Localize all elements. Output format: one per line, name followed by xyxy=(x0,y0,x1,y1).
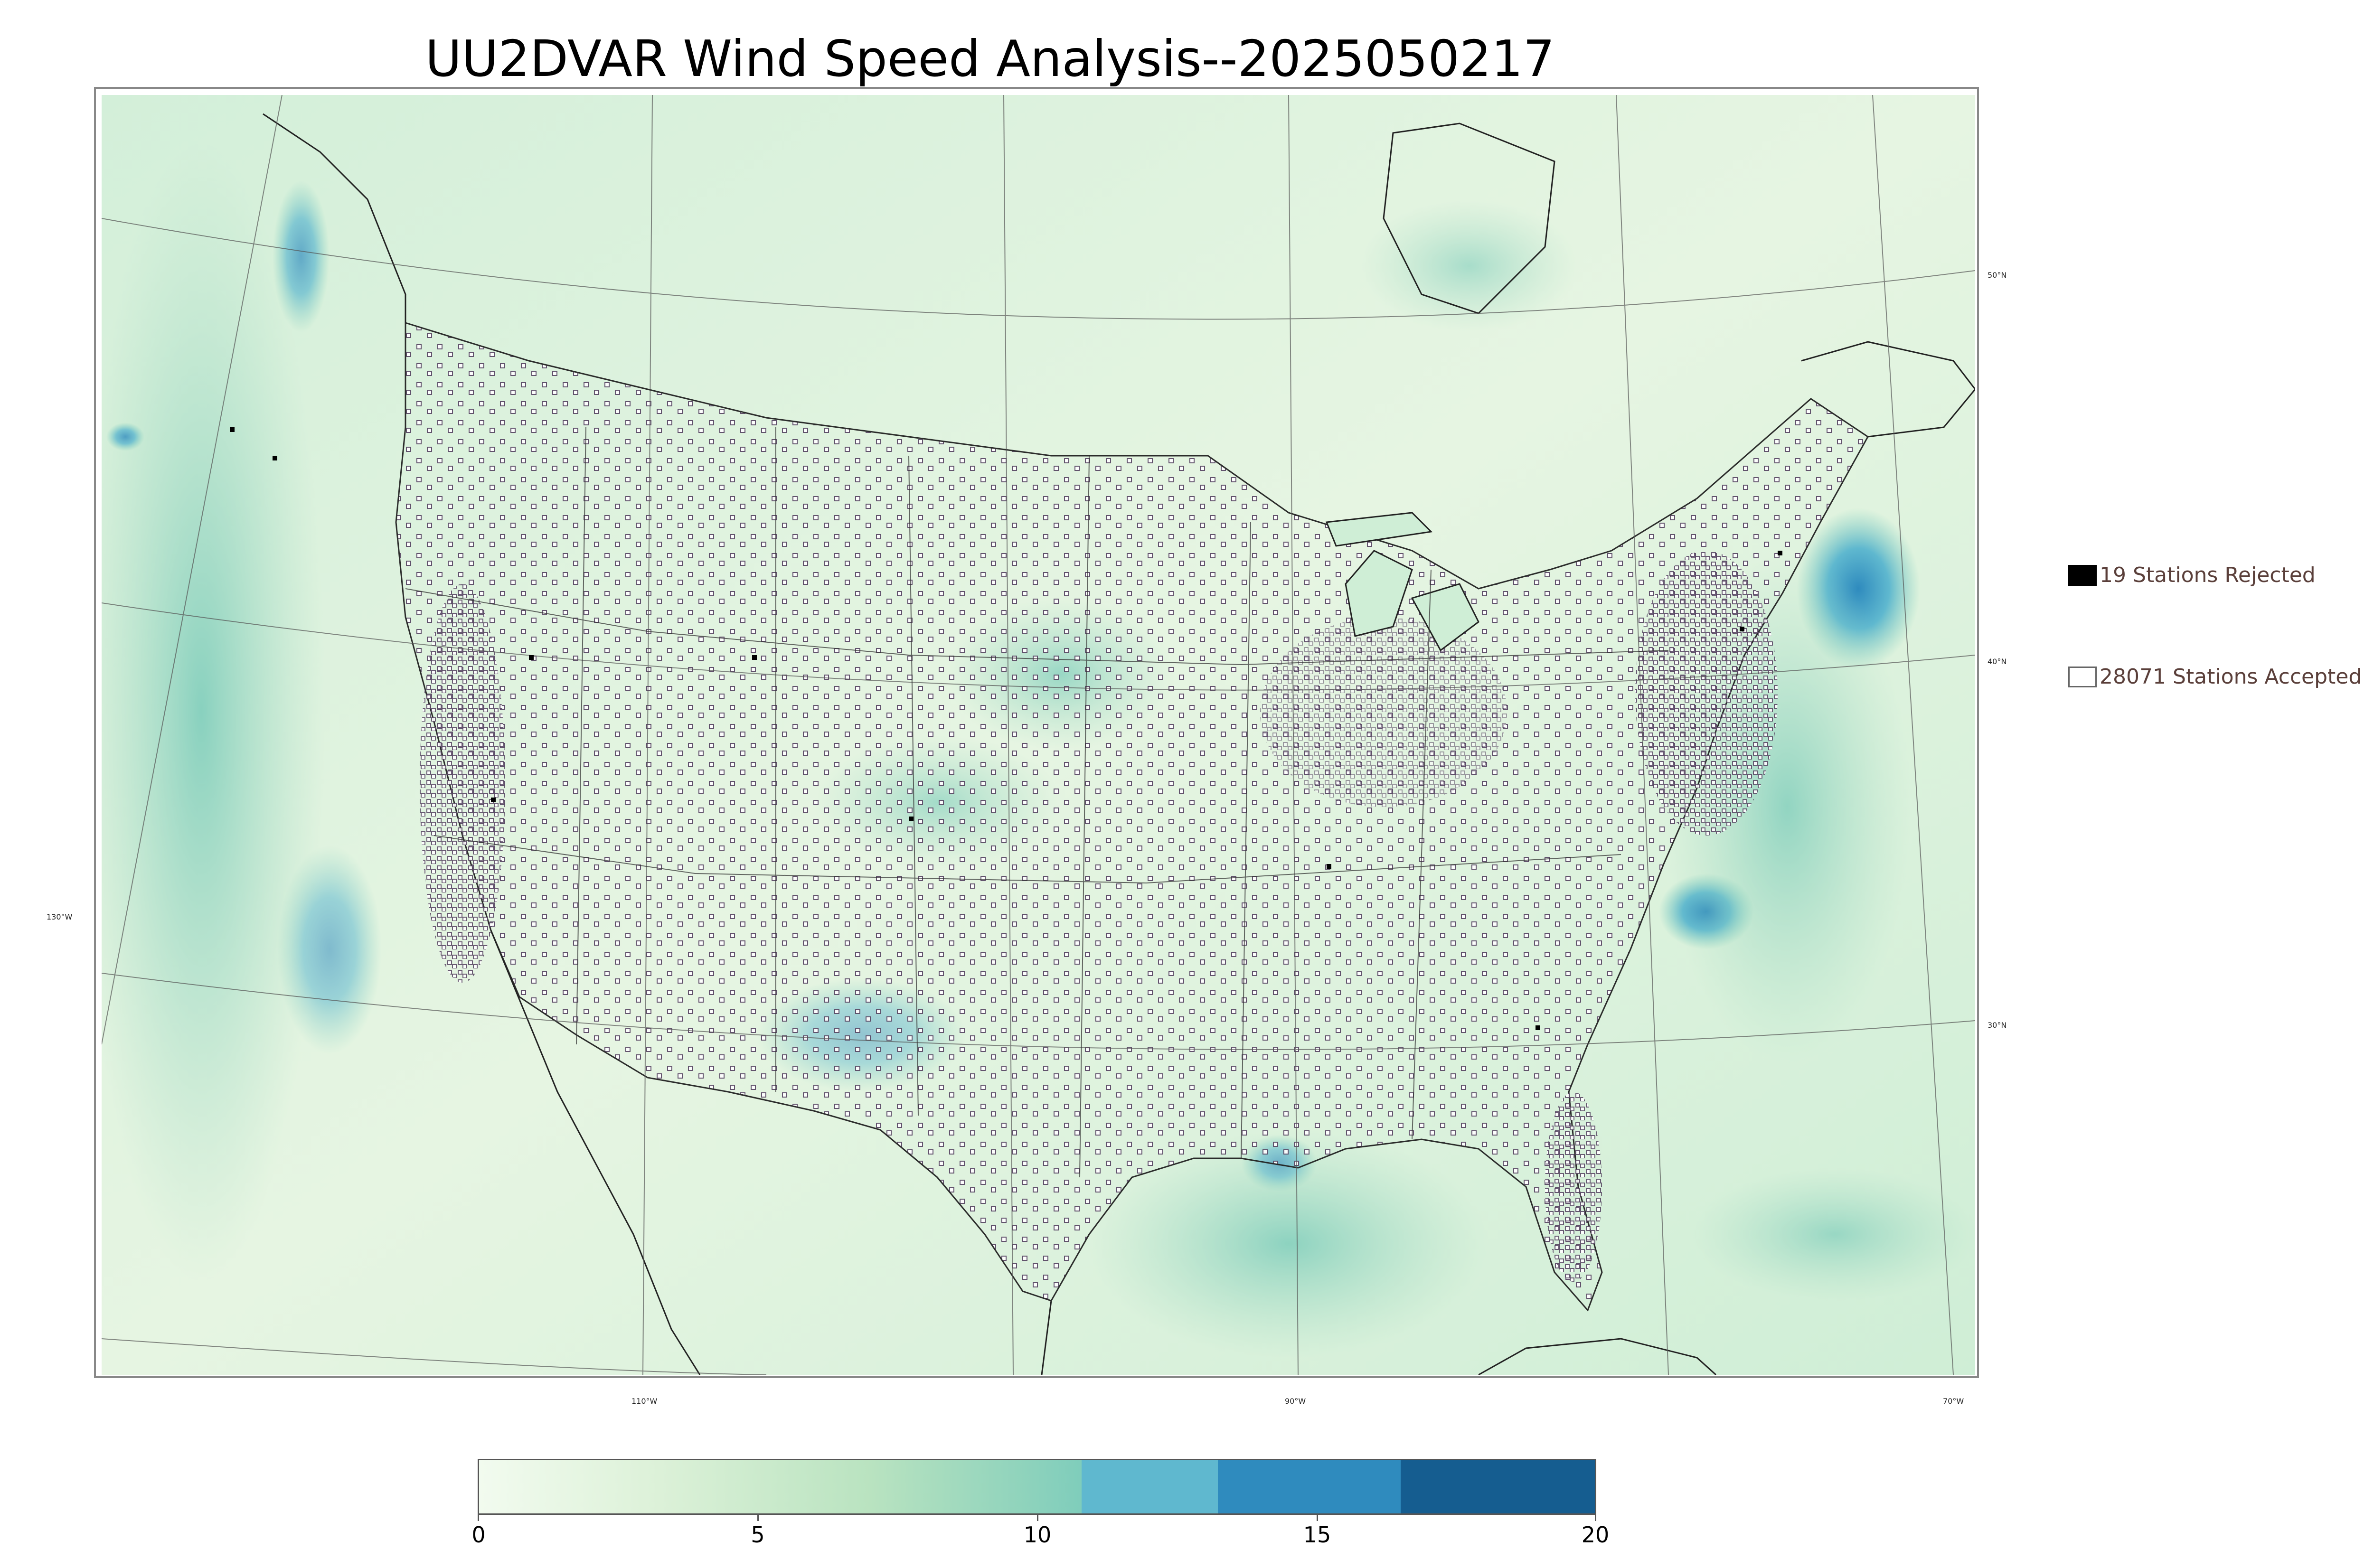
legend-rejected: 19 Stations Rejected xyxy=(2068,563,2316,587)
legend-accepted-label: 28071 Stations Accepted xyxy=(2100,665,2362,689)
maritimes-outline xyxy=(1801,341,1975,438)
great-lakes xyxy=(1325,512,1479,652)
caribbean-wind xyxy=(1692,1168,1975,1301)
state-boundaries xyxy=(405,427,1669,1178)
colorbar-band-16-20 xyxy=(1401,1460,1595,1513)
lat-label-50n: 50°N xyxy=(1988,271,2007,280)
colorbar-tick-20: 20 xyxy=(1581,1522,1610,1548)
mexico-coast xyxy=(490,930,701,1375)
conus-outline xyxy=(395,321,1869,1312)
colorbar-tickmark-0 xyxy=(478,1514,479,1521)
colorbar-tick-0: 0 xyxy=(471,1522,486,1548)
colorbar-tickmark-10 xyxy=(1037,1514,1038,1521)
lon-label-130w: 130°W xyxy=(47,912,73,921)
colorbar-gradient-0-11 xyxy=(479,1460,1082,1513)
colorbar-tickmark-15 xyxy=(1317,1514,1318,1521)
lon-label-70w: 70°W xyxy=(1943,1397,1964,1406)
rejected-stations xyxy=(230,427,1782,1030)
midwest-stations xyxy=(1260,617,1507,807)
canada-coast xyxy=(263,113,406,323)
pacific-wind-band xyxy=(102,142,325,1282)
colorbar-tick-15: 15 xyxy=(1303,1522,1331,1548)
colorbar-tickmark-20 xyxy=(1595,1514,1596,1521)
gulf-wind xyxy=(1089,1130,1488,1358)
canada-coast-wind xyxy=(273,180,330,332)
northeast-stations xyxy=(1635,551,1778,836)
map-title: UU2DVAR Wind Speed Analysis--2025050217 xyxy=(425,30,1555,88)
pacific-blob-north xyxy=(106,423,144,451)
cuba-outline xyxy=(1478,1338,1717,1375)
colorbar-tick-5: 5 xyxy=(751,1522,765,1548)
hudson-bay-wind xyxy=(1360,199,1578,332)
pacific-wind-core xyxy=(277,845,382,1054)
lon-label-90w: 90°W xyxy=(1285,1397,1306,1406)
lat-label-40n: 40°N xyxy=(1988,657,2007,666)
rejected-swatch xyxy=(2068,564,2097,586)
colorbar-tick-10: 10 xyxy=(1023,1522,1052,1548)
hudson-bay xyxy=(1383,122,1555,314)
west-coast-stations xyxy=(420,584,505,983)
lat-label-30n: 30°N xyxy=(1988,1021,2007,1030)
legend-rejected-label: 19 Stations Rejected xyxy=(2100,563,2316,587)
accepted-swatch xyxy=(2068,666,2097,687)
lon-label-110w: 110°W xyxy=(631,1397,658,1406)
wind-speed-map xyxy=(102,95,1975,1375)
colorbar-tickmark-5 xyxy=(757,1514,759,1521)
colorbar-band-13-16 xyxy=(1217,1460,1401,1513)
mexico-gulf-coast xyxy=(1041,1300,1052,1375)
florida-stations xyxy=(1545,1092,1602,1282)
legend-accepted: 28071 Stations Accepted xyxy=(2068,665,2362,689)
colorbar-band-11-13 xyxy=(1082,1460,1218,1513)
graticule xyxy=(102,95,1975,1375)
colorbar xyxy=(478,1459,1596,1515)
